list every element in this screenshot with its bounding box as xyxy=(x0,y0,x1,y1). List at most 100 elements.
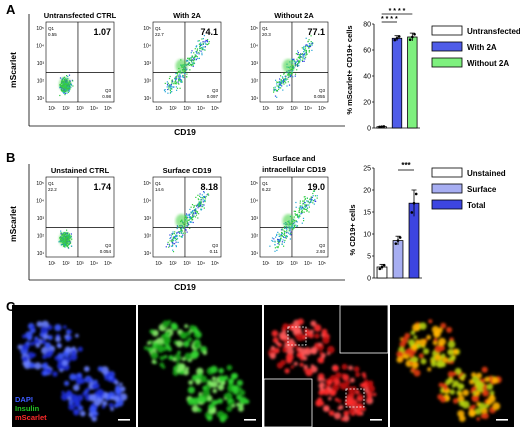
flow-dot xyxy=(196,211,198,213)
flow-dot xyxy=(176,236,178,238)
flow-dot xyxy=(181,230,184,232)
cell xyxy=(68,403,75,411)
cell xyxy=(478,402,486,410)
data-point xyxy=(394,242,398,245)
flow-dot xyxy=(202,205,204,207)
flow-dot xyxy=(286,232,288,234)
flow-dot xyxy=(304,196,306,198)
flow-dot xyxy=(171,79,173,81)
flow-dot xyxy=(316,197,318,199)
cell xyxy=(423,348,430,355)
cell xyxy=(218,368,224,374)
cell xyxy=(206,415,213,421)
flow-dot xyxy=(195,214,198,216)
flow-dot xyxy=(284,77,287,79)
flow-dot xyxy=(284,232,286,234)
flow-dot xyxy=(284,79,286,81)
flow-dot xyxy=(296,64,298,66)
cell xyxy=(396,350,404,358)
flow-dot xyxy=(275,90,278,92)
flow-dot xyxy=(167,88,169,91)
flow-dot xyxy=(304,49,306,51)
flow-dot xyxy=(201,47,203,49)
flow-dot xyxy=(175,234,177,236)
flow-dot xyxy=(194,55,197,57)
flow-dot xyxy=(174,239,176,241)
flow-x-tick: 10¹ xyxy=(262,261,270,267)
cell xyxy=(180,331,186,337)
flow-density-core xyxy=(59,232,72,247)
cell xyxy=(91,383,98,390)
legend-label-0: Unstained xyxy=(467,169,506,178)
flow-dot xyxy=(293,227,295,229)
flow-dot xyxy=(191,213,194,215)
flow-dot xyxy=(186,76,188,78)
flow-dot xyxy=(312,192,314,195)
cell xyxy=(21,343,29,351)
flow-dot xyxy=(63,76,66,78)
flow-dot xyxy=(276,83,278,85)
cell xyxy=(331,383,340,392)
flow-dot xyxy=(182,75,185,77)
cell xyxy=(177,350,181,355)
flow-dot xyxy=(195,58,197,60)
flow-dot xyxy=(199,195,201,197)
q3-label: Q3 xyxy=(105,243,112,248)
flow-dot xyxy=(291,71,293,73)
bar-y-tick-label: 40 xyxy=(363,74,371,81)
flow-dot xyxy=(68,90,70,92)
cell xyxy=(342,414,350,422)
cell-cluster xyxy=(144,320,250,423)
flow-dot xyxy=(278,81,280,83)
flow-dot xyxy=(169,89,171,91)
flow-dot xyxy=(199,43,201,45)
sig-stars-0: *** xyxy=(401,161,411,170)
cell xyxy=(404,354,410,360)
flow-dot xyxy=(194,211,196,213)
flow-dot xyxy=(284,237,286,239)
flow-y-tick: 10⁴ xyxy=(250,199,258,205)
q1-value: 14.6 xyxy=(155,187,164,192)
cell xyxy=(449,389,455,395)
flow-dot xyxy=(304,202,306,204)
cell xyxy=(310,364,315,368)
flow-dot xyxy=(313,203,315,205)
flow-dot xyxy=(289,233,291,235)
flow-dot xyxy=(305,37,307,39)
flow-dot xyxy=(172,233,174,235)
flow-dot xyxy=(310,201,312,203)
flow-x-tick: 10⁵ xyxy=(318,106,326,112)
flow-dot xyxy=(290,232,292,235)
flow-dot xyxy=(283,81,285,83)
flow-x-tick: 10⁵ xyxy=(104,106,112,112)
cell xyxy=(188,380,194,385)
cell xyxy=(212,388,218,394)
cell xyxy=(64,380,70,386)
flow-dot xyxy=(177,241,179,243)
flow-y-tick: 10⁴ xyxy=(36,44,44,50)
flow-dot xyxy=(299,207,301,209)
cell xyxy=(147,346,153,353)
data-point xyxy=(412,201,416,205)
cell xyxy=(183,340,190,348)
flow-dot xyxy=(315,200,317,202)
cell xyxy=(272,337,279,344)
flow-dot xyxy=(296,221,298,223)
cell xyxy=(350,377,355,383)
flow-dot xyxy=(202,46,204,48)
flow-dot xyxy=(191,204,194,206)
flow-dot xyxy=(181,228,183,230)
cell xyxy=(343,410,350,417)
flow-dot xyxy=(59,77,62,79)
flow-dot xyxy=(281,235,283,237)
flow-dot xyxy=(170,84,172,86)
cell xyxy=(475,390,481,396)
flow-dot xyxy=(296,216,299,218)
flow-dot xyxy=(185,228,187,231)
flow-dot xyxy=(302,217,305,219)
flow-dot xyxy=(300,213,302,215)
flow-dot xyxy=(273,91,275,93)
flow-dot xyxy=(167,241,169,243)
data-point xyxy=(410,211,414,214)
